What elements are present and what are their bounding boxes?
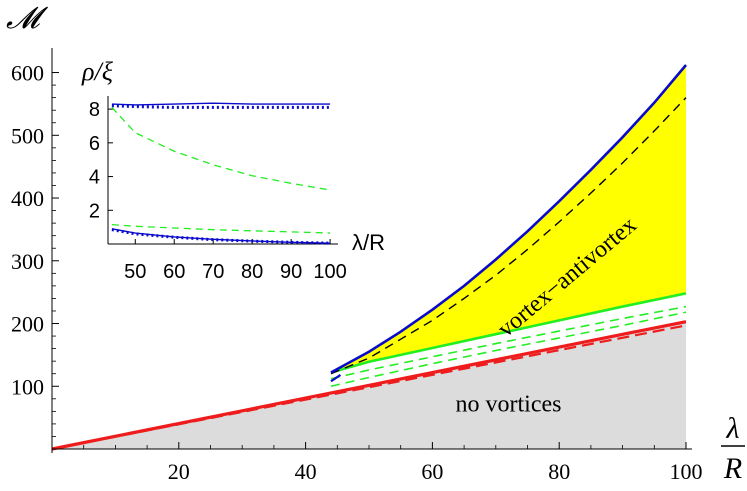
- y-tick-label: 100: [11, 374, 44, 399]
- main-series-lines: [51, 64, 687, 451]
- red-solid-line: [51, 320, 687, 451]
- x-axis-title-denominator: R: [723, 452, 742, 485]
- x-tick-label: 40: [295, 459, 317, 484]
- x-tick-label: 80: [548, 459, 570, 484]
- inset-x-tick-label: 90: [280, 261, 302, 283]
- no-vortices-label: no vortices: [455, 391, 561, 417]
- black-dashed-line: [330, 97, 687, 375]
- inset-chart: 50 60 70 80 90 100 2 4 6 8 ρ/ξ λ/R: [60, 52, 402, 290]
- inset-x-tick-label: 70: [202, 261, 224, 283]
- inset-blue-dotted-low: [111, 228, 331, 245]
- blue-solid-line: [330, 64, 687, 374]
- inset-y-tick-label: 6: [89, 133, 100, 155]
- green-dashed-upper-line: [330, 305, 687, 380]
- inset-blue-solid-top: [111, 102, 331, 106]
- inset-blue-dotted-top: [111, 104, 331, 109]
- inset-green-dashed-low: [111, 223, 331, 234]
- inset-title: ρ/ξ: [81, 57, 114, 86]
- y-tick-label: 500: [11, 123, 44, 148]
- x-tick-label: 100: [670, 459, 703, 484]
- inset-y-tick-label: 2: [89, 200, 100, 222]
- inset-x-tick-label: 60: [163, 261, 185, 283]
- x-axis-title-numerator: λ: [726, 412, 740, 445]
- inset-x-tick-label: 80: [241, 261, 263, 283]
- vortex-antivortex-region: [330, 65, 686, 373]
- x-tick-label: 20: [168, 459, 190, 484]
- green-solid-line: [330, 292, 687, 374]
- y-tick-label: 200: [11, 312, 44, 337]
- inset-y-tick-label: 4: [89, 167, 100, 189]
- inset-x-tick-label: 50: [124, 261, 146, 283]
- y-tick-label: 600: [11, 61, 44, 86]
- inset-x-axis-label: λ/R: [352, 230, 385, 255]
- inset-background: [60, 52, 402, 290]
- y-tick-label: 300: [11, 249, 44, 274]
- main-axes: 20 40 60 80 100 100 200 300 400 500 600 𝓜λR: [6, 2, 745, 485]
- x-tick-label: 60: [421, 459, 443, 484]
- y-axis-title: 𝓜: [6, 2, 49, 35]
- green-dashed-lower-line: [330, 311, 687, 388]
- blue-short-segment: [330, 374, 342, 383]
- inset-y-tick-label: 8: [89, 99, 100, 121]
- inset-x-tick-label: 100: [313, 261, 346, 283]
- y-tick-label: 400: [11, 186, 44, 211]
